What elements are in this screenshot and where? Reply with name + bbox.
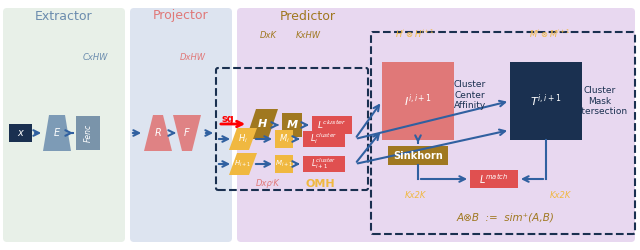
Text: Cluster
Mask
Intersection: Cluster Mask Intersection [573,86,627,116]
Text: F: F [184,128,190,138]
FancyBboxPatch shape [237,8,635,242]
Bar [275,130,293,148]
Text: $L^{cluster}$: $L^{cluster}$ [317,119,347,131]
Polygon shape [246,109,278,139]
Bar [303,131,345,147]
Text: $L_{i+1}^{cluster}$: $L_{i+1}^{cluster}$ [311,156,337,172]
Polygon shape [229,128,257,150]
Text: $M_{i+1}$: $M_{i+1}$ [275,159,293,169]
Text: CxHW: CxHW [83,52,108,62]
Text: $M^i \otimes M^{i+1}$: $M^i \otimes M^{i+1}$ [529,28,571,40]
Bar [388,146,448,165]
Polygon shape [229,153,257,175]
Text: H: H [257,119,267,129]
Text: sg: sg [221,114,234,124]
Text: Sinkhorn: Sinkhorn [393,151,443,161]
Bar [312,116,352,134]
Bar [275,155,293,173]
Bar [382,62,454,140]
Text: Fenc: Fenc [83,124,93,142]
Polygon shape [173,115,201,151]
Text: $H_i$: $H_i$ [238,133,248,145]
Text: A⊗B  :=  sim⁺(A,B): A⊗B := sim⁺(A,B) [456,212,554,222]
FancyBboxPatch shape [130,8,232,242]
Text: Extractor: Extractor [35,10,93,22]
Text: Projector: Projector [153,10,209,22]
Text: Kx2K: Kx2K [549,192,571,200]
Polygon shape [43,115,71,151]
Bar [470,170,518,188]
Text: DxK: DxK [259,30,276,40]
Text: Cluster
Center
Affinity: Cluster Center Affinity [454,80,486,110]
Text: OMH: OMH [305,179,335,189]
Polygon shape [144,115,172,151]
Text: Kx2K: Kx2K [404,192,426,200]
Text: Predictor: Predictor [280,10,336,22]
Text: $L^{match}$: $L^{match}$ [479,172,509,186]
Bar [282,113,302,137]
Text: E: E [54,128,60,138]
Bar [9,124,32,142]
Text: $I^{i,i+1}$: $I^{i,i+1}$ [404,93,432,109]
FancyBboxPatch shape [3,8,125,242]
Bar [76,116,100,150]
Text: R: R [155,128,161,138]
Text: KxHW: KxHW [296,30,321,40]
Text: $T^{i,i+1}$: $T^{i,i+1}$ [530,93,562,109]
Text: $H_{i+1}$: $H_{i+1}$ [234,159,252,169]
Text: DxHW: DxHW [180,52,206,62]
Text: DxρⁱK: DxρⁱK [256,180,280,188]
Text: $L_i^{cluster}$: $L_i^{cluster}$ [310,132,338,146]
Text: x: x [17,128,23,138]
Bar [510,62,582,140]
Text: M: M [287,120,298,130]
Text: $M_i$: $M_i$ [278,133,289,145]
Text: $H^i \otimes H^{i+1}$: $H^i \otimes H^{i+1}$ [395,28,435,40]
Bar [303,156,345,172]
